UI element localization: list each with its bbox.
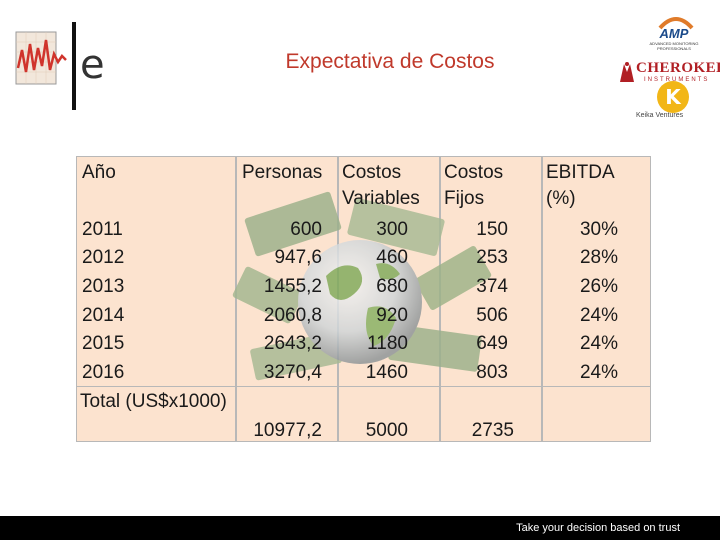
cell-variables: 920 [376,305,408,326]
cell-fijos: 150 [476,219,508,240]
col-year-bg [76,156,236,442]
cell-ebitda: 24% [579,333,618,354]
cell-variables: 1180 [367,333,408,354]
cell-variables: 1460 [365,362,408,383]
keika-logo-letter: K [665,85,682,109]
cell-fijos: 506 [476,305,508,326]
cell-variables: 300 [376,219,408,240]
cell-year: 2015 [82,333,125,354]
cell-year: 2011 [82,219,123,240]
header-variables-line2: Variables [342,188,420,209]
cell-ebitda: 24% [579,362,618,383]
total-variables: 5000 [365,420,408,441]
cherokee-logo-subtext: INSTRUMENTS [644,77,710,83]
cell-year: 2013 [82,276,125,297]
header-fijos-line2: Fijos [444,188,485,209]
cherokee-logo-text: CHEROKEE [636,60,720,76]
total-row-divider [76,386,651,387]
cell-year: 2012 [82,247,125,268]
logo-letter: e [80,42,105,88]
cell-personas: 947,6 [274,247,322,268]
total-personas: 10977,2 [253,420,322,441]
amp-logo-text: AMP [659,26,689,41]
cell-variables: 460 [376,247,408,268]
cell-personas: 2060,8 [263,305,322,326]
footer-tagline: Take your decision based on trust [516,522,680,534]
cell-fijos: 253 [476,247,508,268]
total-label: Total (US$x1000) [80,391,227,412]
cell-personas: 1455,2 [263,276,322,297]
header-ebitda-line2: (%) [546,188,576,209]
keika-logo-text: Keika Ventures [636,112,684,119]
cell-fijos: 374 [476,276,508,297]
header-fijos-line1: Costos [444,162,504,183]
footer-bar: Take your decision based on trust [0,516,720,540]
cell-fijos: 649 [476,333,508,354]
total-fijos: 2735 [471,420,514,441]
header-variables-line1: Costos [342,162,402,183]
cost-table: Año Personas Costos Variables Costos Fij… [76,156,651,442]
cell-personas: 2643,2 [263,333,322,354]
partner-logos: AMP ADVANCED MONITORING PROFESSIONALS CH… [616,14,720,126]
cell-variables: 680 [376,276,408,297]
cell-personas: 600 [290,219,322,240]
col-ebitda-bg [542,156,651,442]
amp-logo [646,14,706,54]
cell-fijos: 803 [476,362,508,383]
header-ebitda-line1: EBITDA [546,162,615,183]
cell-ebitda: 28% [579,247,618,268]
cell-ebitda: 26% [579,276,618,297]
header-year: Año [82,162,116,183]
cell-ebitda: 24% [579,305,618,326]
cell-year: 2014 [82,305,125,326]
company-logo: e [14,20,134,110]
page-title: Expectativa de Costos [285,50,495,73]
cell-ebitda: 30% [579,219,618,240]
cherokee-logo: CHEROKEE INSTRUMENTS [618,60,720,86]
header-personas: Personas [242,162,323,183]
keika-logo: K [656,80,690,114]
cell-year: 2016 [82,362,125,383]
money-globe-image [230,190,500,400]
cell-personas: 3270,4 [263,362,322,383]
amp-logo-subtext: ADVANCED MONITORING PROFESSIONALS [649,41,699,51]
